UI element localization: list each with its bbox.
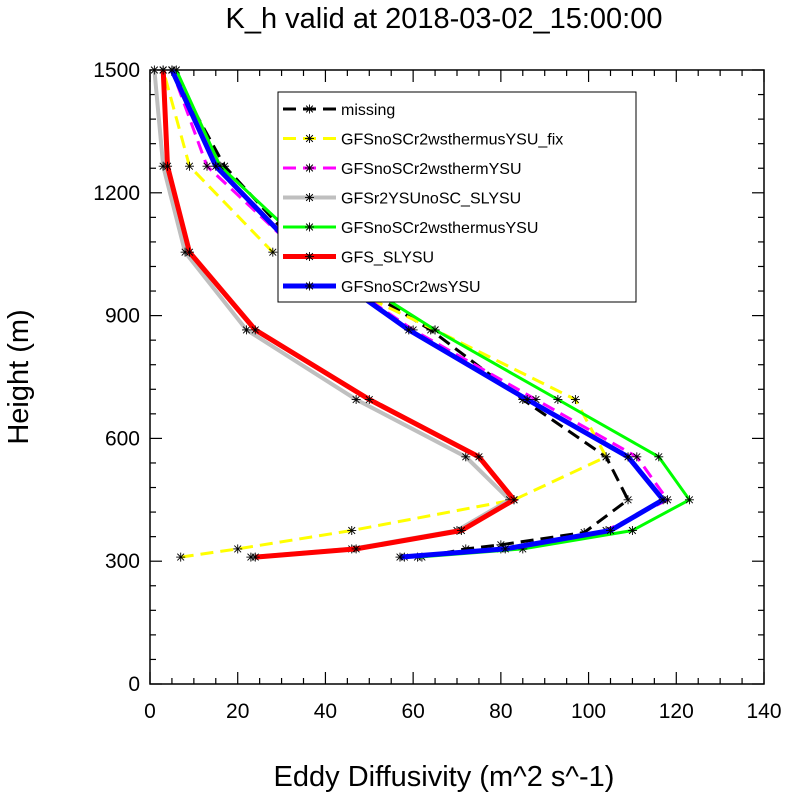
- data-point-marker: [623, 495, 633, 505]
- legend-label: GFS_SLYSU: [341, 250, 434, 267]
- legend-marker: [305, 222, 314, 232]
- data-point-marker: [509, 495, 519, 505]
- data-point-marker: [158, 65, 168, 75]
- legend-box: [277, 91, 637, 303]
- y-axis-label: Height (m): [3, 309, 35, 444]
- legend: missing GFSnoSCr2wsthermusYSU_fix GFSnoSCr…: [277, 91, 637, 303]
- legend-marker: [305, 104, 314, 114]
- data-point-marker: [606, 526, 615, 535]
- y-tick-label: 900: [105, 305, 140, 328]
- data-point-marker: [268, 247, 278, 257]
- data-point-marker: [351, 395, 361, 405]
- legend-marker: [305, 193, 314, 202]
- legend-label: missing: [341, 102, 395, 119]
- legend-label: GFSnoSCr2wsthermusYSU_fix: [341, 132, 563, 149]
- data-point-marker: [601, 452, 611, 462]
- data-point-marker: [553, 395, 563, 405]
- y-tick-label: 1500: [93, 59, 140, 82]
- data-point-marker: [395, 552, 405, 562]
- legend-label: GFSnoSCr2wsthermYSU: [341, 161, 522, 178]
- legend-marker: [305, 252, 314, 261]
- data-point-marker: [176, 552, 186, 562]
- data-point-marker: [658, 495, 668, 505]
- data-point-marker: [241, 325, 251, 335]
- x-tick-label: 100: [571, 700, 606, 723]
- y-tick-label: 300: [105, 550, 140, 573]
- data-point-marker: [684, 495, 694, 505]
- series-line: [161, 69, 609, 559]
- x-axis-label: Eddy Diffusivity (m^2 s^-1): [274, 761, 615, 793]
- legend-marker: [305, 163, 314, 173]
- data-point-marker: [623, 452, 633, 462]
- legend-label: GFSnoSCr2wsYSU: [341, 279, 481, 296]
- data-point-marker: [149, 65, 159, 75]
- legend-label: GFSr2YSUnoSC_SLYSU: [341, 191, 521, 208]
- x-tick-label: 40: [314, 700, 337, 723]
- series-group: [149, 65, 694, 562]
- data-point-marker: [184, 161, 194, 171]
- data-point-marker: [456, 526, 466, 535]
- data-point-marker: [184, 247, 194, 257]
- series-line: [174, 69, 692, 559]
- data-point-marker: [167, 65, 177, 75]
- legend-marker: [305, 281, 314, 291]
- data-point-marker: [163, 161, 173, 171]
- data-point-marker: [474, 452, 484, 462]
- y-tick-label: 0: [128, 673, 140, 696]
- data-point-marker: [430, 325, 440, 335]
- data-point-marker: [632, 452, 642, 462]
- series-line: [169, 68, 667, 560]
- series-line: [160, 69, 518, 560]
- legend-marker: [305, 134, 314, 143]
- legend-label: GFSnoSCr2wsthermusYSU: [341, 220, 538, 237]
- x-tick-label: 140: [746, 700, 781, 723]
- data-point-marker: [347, 526, 357, 535]
- data-point-marker: [233, 544, 243, 554]
- x-tick-label: 0: [144, 700, 156, 723]
- x-tick-label: 80: [489, 700, 512, 723]
- y-tick-label: 1200: [93, 182, 140, 205]
- axis-ticks: 0 20 40 60 80 100 120 140 0 300 600 900 1200 1500: [93, 59, 781, 723]
- x-tick-label: 60: [401, 700, 424, 723]
- data-point-marker: [202, 161, 212, 171]
- data-point-marker: [570, 395, 580, 405]
- y-tick-label: 600: [105, 427, 140, 450]
- data-point-marker: [351, 544, 361, 554]
- data-point-marker: [404, 325, 414, 335]
- data-point-marker: [211, 161, 221, 171]
- chart-title: K_h valid at 2018-03-02_15:00:00: [226, 3, 663, 35]
- data-point-marker: [461, 452, 471, 462]
- data-point-marker: [627, 526, 637, 535]
- data-point-marker: [364, 395, 374, 405]
- data-point-marker: [522, 395, 532, 405]
- x-tick-label: 120: [659, 700, 694, 723]
- data-point-marker: [250, 325, 260, 335]
- x-tick-label: 20: [226, 700, 249, 723]
- data-point-marker: [654, 452, 664, 462]
- data-point-marker: [500, 544, 510, 554]
- data-point-marker: [250, 552, 260, 562]
